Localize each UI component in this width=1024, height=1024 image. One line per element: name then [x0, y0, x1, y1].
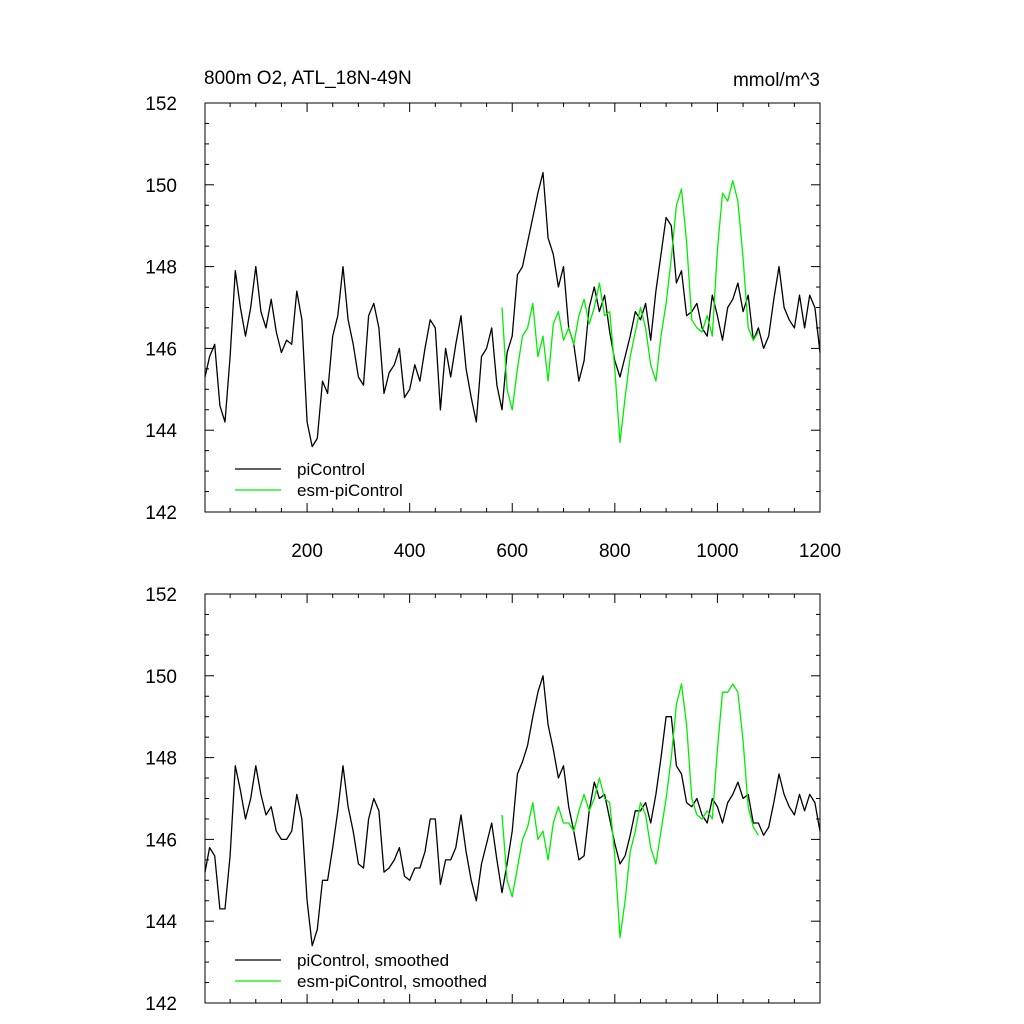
data-lines	[204, 171, 821, 448]
y-tick-label: 146	[145, 830, 177, 851]
data-lines	[204, 675, 821, 947]
y-tick-label: 152	[145, 94, 177, 115]
y-tick-label: 150	[145, 667, 177, 688]
series-line-esm-picontrol	[501, 180, 759, 444]
series-line-esm-picontrol-smoothed	[501, 683, 759, 939]
x-tick-label: 1200	[799, 541, 841, 562]
x-tick-label: 600	[496, 541, 528, 562]
series-line-picontrol	[204, 171, 821, 448]
legend-label-picontrol-smoothed: piControl, smoothed	[297, 951, 449, 970]
y-tick-label: 146	[145, 339, 177, 360]
y-tick-labels: 142 144 146 148 150 152	[145, 94, 177, 524]
y-tick-label: 144	[145, 912, 177, 933]
y-tick-label: 142	[145, 503, 177, 524]
series-line-picontrol-smoothed	[204, 675, 821, 947]
y-tick-label: 144	[145, 421, 177, 442]
y-tick-label: 150	[145, 176, 177, 197]
panel-raw: 800m O2, ATL_18N-49N mmol/m^3 1421441461…	[145, 68, 841, 562]
legend-label-esm-picontrol: esm-piControl	[297, 481, 403, 500]
legend: piControl, smoothed esm-piControl, smoot…	[235, 951, 487, 991]
y-tick-label: 148	[145, 258, 177, 279]
y-tick-labels: 142 144 146 148 150 152	[145, 585, 177, 1015]
x-tick-label: 1000	[696, 541, 738, 562]
tick-marks	[205, 102, 821, 513]
y-tick-label: 142	[145, 994, 177, 1015]
y-tick-label: 152	[145, 585, 177, 606]
y-tick-label: 148	[145, 749, 177, 770]
legend-label-picontrol: piControl	[297, 460, 365, 479]
x-tick-label: 400	[394, 541, 426, 562]
x-tick-labels: 200 400 600 800 1000 1200	[291, 541, 841, 562]
chart-title: 800m O2, ATL_18N-49N	[204, 68, 412, 89]
panel-smoothed: 142 144 146 148 150 152 piControl, smoothed e…	[145, 585, 821, 1015]
units-label: mmol/m^3	[733, 70, 820, 91]
x-tick-label: 200	[291, 541, 323, 562]
legend-label-esm-picontrol-smoothed: esm-piControl, smoothed	[297, 972, 487, 991]
legend: piControl esm-piControl	[235, 460, 403, 500]
tick-marks	[205, 593, 821, 1004]
x-tick-label: 800	[599, 541, 631, 562]
